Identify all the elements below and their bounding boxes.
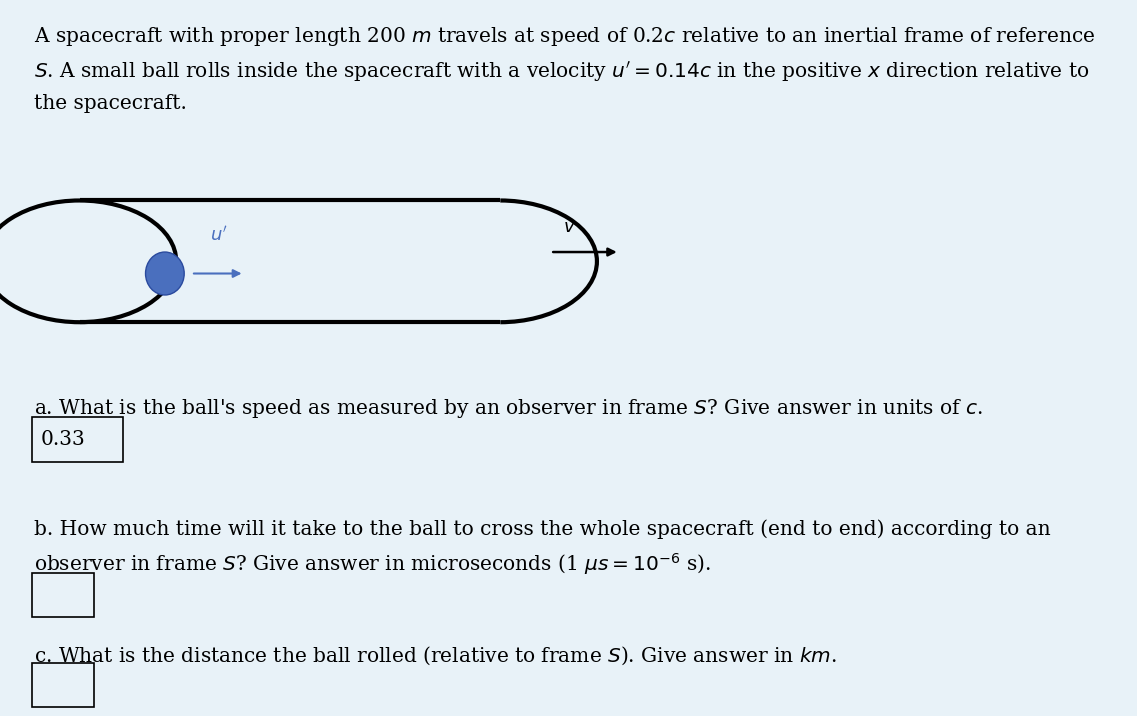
Text: observer in frame $S$? Give answer in microseconds (1 $\mu s = 10^{-6}$ s).: observer in frame $S$? Give answer in mi…	[34, 551, 711, 577]
Text: $v$: $v$	[563, 218, 575, 236]
Text: $u'$: $u'$	[210, 226, 227, 245]
FancyBboxPatch shape	[32, 573, 94, 617]
Text: c. What is the distance the ball rolled (relative to frame $S$). Give answer in : c. What is the distance the ball rolled …	[34, 644, 837, 667]
Text: b. How much time will it take to the ball to cross the whole spacecraft (end to : b. How much time will it take to the bal…	[34, 519, 1051, 538]
Text: $S$. A small ball rolls inside the spacecraft with a velocity $u' = 0.14c$ in th: $S$. A small ball rolls inside the space…	[34, 59, 1089, 84]
FancyBboxPatch shape	[32, 417, 123, 462]
Ellipse shape	[146, 252, 184, 295]
Text: A spacecraft with proper length 200 $m$ travels at speed of 0.2$c$ relative to a: A spacecraft with proper length 200 $m$ …	[34, 25, 1096, 48]
Text: 0.33: 0.33	[41, 430, 85, 449]
Text: a. What is the ball's speed as measured by an observer in frame $S$? Give answer: a. What is the ball's speed as measured …	[34, 397, 984, 420]
FancyBboxPatch shape	[32, 663, 94, 707]
Text: the spacecraft.: the spacecraft.	[34, 94, 186, 113]
